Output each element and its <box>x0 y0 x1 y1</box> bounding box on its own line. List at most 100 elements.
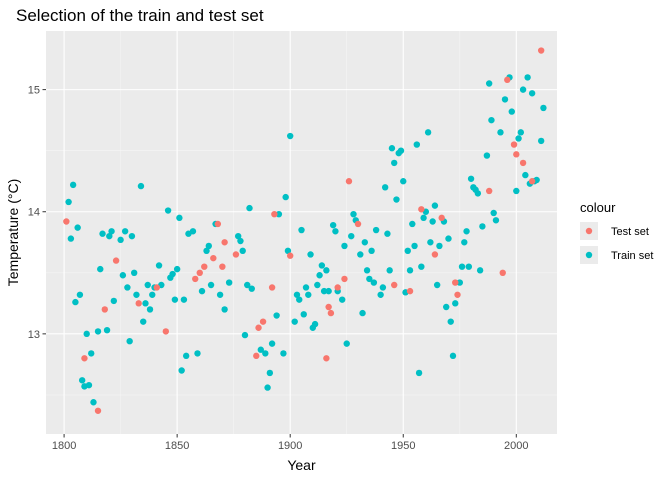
train-set-point <box>203 247 210 255</box>
train-set-point <box>146 306 154 313</box>
test-set-point <box>253 352 260 360</box>
train-set-point <box>72 298 79 306</box>
train-set-point <box>264 384 271 391</box>
train-set-point <box>244 281 251 289</box>
train-set-point <box>207 281 215 289</box>
train-set-point <box>501 96 509 103</box>
train-set-point <box>85 381 93 389</box>
train-set-point <box>176 214 183 222</box>
train-set-point <box>508 108 515 115</box>
train-set-point <box>133 291 140 298</box>
train-set-point <box>343 340 350 347</box>
train-set-point <box>88 350 95 357</box>
train-set-point <box>182 352 190 360</box>
train-set-point <box>268 340 276 347</box>
train-set-point <box>384 230 391 237</box>
train-set-point <box>178 367 185 374</box>
train-set-point <box>465 263 473 270</box>
x-tick-label: 1950 <box>391 440 415 452</box>
train-set-point <box>216 291 224 298</box>
train-set-point <box>280 350 287 357</box>
train-set-point <box>83 330 90 338</box>
train-set-point <box>323 267 330 274</box>
x-tick-label: 1850 <box>165 440 189 452</box>
train-set-point <box>458 263 466 270</box>
train-set-point <box>74 224 81 231</box>
train-set-point <box>180 296 188 303</box>
train-set-point <box>103 326 111 334</box>
train-set-point <box>189 228 197 235</box>
test-set-point <box>537 47 545 54</box>
train-set-point <box>431 202 439 209</box>
train-set-point <box>427 239 434 246</box>
train-set-point <box>517 129 525 136</box>
test-set-point <box>94 407 102 414</box>
train-set-point <box>341 242 348 250</box>
test-set-point <box>345 178 353 185</box>
legend-test-dot <box>585 227 593 235</box>
train-set-point <box>90 399 97 406</box>
test-set-point <box>354 220 362 228</box>
train-set-point <box>99 230 106 237</box>
train-set-point <box>65 198 72 206</box>
train-set-point <box>350 210 357 218</box>
train-set-point <box>348 232 355 240</box>
legend: colour Test set Train set <box>580 200 653 264</box>
train-set-point <box>296 296 303 303</box>
train-set-point <box>474 190 482 197</box>
train-set-point <box>467 175 475 182</box>
train-set-point <box>149 291 156 298</box>
train-set-point <box>155 262 163 269</box>
train-set-point <box>537 137 545 145</box>
train-set-point <box>420 214 427 222</box>
train-set-point <box>329 221 337 229</box>
train-set-point <box>316 272 323 279</box>
train-set-point <box>413 141 421 148</box>
train-set-point <box>488 116 495 124</box>
train-set-point <box>239 247 246 255</box>
train-set-point <box>497 129 504 136</box>
y-axis-title: Temperature (°C) <box>5 179 21 287</box>
train-set-point <box>130 269 138 276</box>
train-set-point <box>318 262 326 269</box>
train-set-point <box>300 311 307 318</box>
test-set-point <box>162 328 170 335</box>
test-set-point <box>452 279 459 286</box>
test-set-point <box>438 214 445 222</box>
test-set-point <box>192 275 199 283</box>
test-set-point <box>454 291 461 298</box>
test-set-point <box>513 151 520 158</box>
train-set-point <box>108 228 115 235</box>
train-set-point <box>275 210 283 218</box>
train-set-point <box>463 228 470 235</box>
train-set-point <box>194 350 201 357</box>
train-set-point <box>424 129 432 136</box>
x-tick-label: 1800 <box>52 440 76 452</box>
train-set-point <box>379 284 387 291</box>
train-set-point <box>97 265 104 273</box>
test-set-point <box>81 355 88 362</box>
train-set-point <box>386 267 393 274</box>
train-set-point <box>119 272 127 279</box>
train-set-point <box>449 352 457 360</box>
train-set-point <box>284 247 292 255</box>
train-set-point <box>456 279 463 286</box>
train-set-point <box>359 309 366 317</box>
test-set-point <box>268 284 276 291</box>
train-set-point <box>400 178 407 185</box>
test-set-point <box>510 141 518 148</box>
y-tick-label: 14 <box>28 207 40 219</box>
train-set-point <box>78 377 86 384</box>
train-set-point <box>370 279 378 286</box>
train-set-point <box>436 242 443 250</box>
x-tick-label: 1900 <box>278 440 302 452</box>
train-set-point <box>67 235 75 242</box>
test-set-point <box>286 252 294 259</box>
legend-train-dot <box>585 251 593 259</box>
train-set-points <box>65 74 547 406</box>
test-set-point <box>504 76 511 84</box>
train-set-point <box>69 181 77 189</box>
major-gridlines <box>46 31 557 434</box>
legend-title: colour <box>580 200 616 215</box>
test-set-point <box>219 263 226 270</box>
